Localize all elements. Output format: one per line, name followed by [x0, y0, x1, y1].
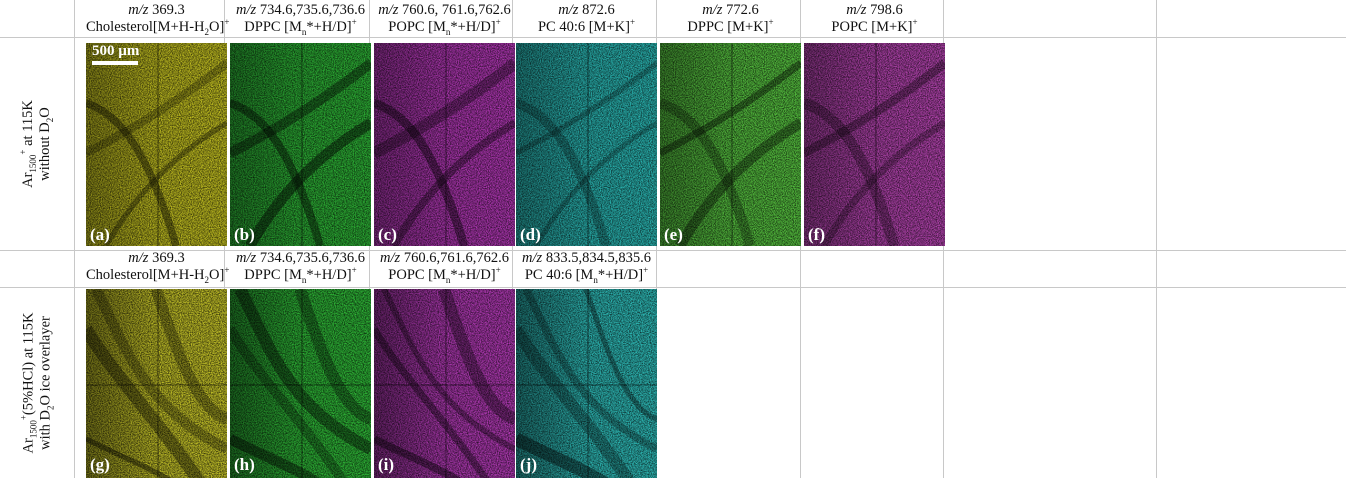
scale-bar: [92, 61, 138, 65]
species-label: DPPC [Mn*+H/D]+: [244, 265, 357, 285]
panel-letter: (g): [90, 455, 110, 474]
ar-text: Ar: [20, 172, 37, 188]
mz-value: 760.6,761.6,762.6: [400, 250, 509, 266]
ion-image: (h): [230, 289, 371, 478]
ion-image-svg: [374, 289, 515, 478]
panel-e: m/z 772.6 DPPC [M+K]+: [660, 2, 801, 36]
panel-letter: (h): [234, 455, 255, 474]
panel-header: m/z 833.5,834.5,835.6 PC 40:6 [Mn*+H/D]+: [516, 250, 657, 284]
ion-image-svg: [86, 43, 227, 246]
panel-letter: (a): [90, 225, 110, 244]
ion-image-svg: [230, 289, 371, 478]
panel-i: m/z 760.6,761.6,762.6 POPC [Mn*+H/D]+: [374, 250, 515, 284]
species-label: DPPC [M+K]+: [687, 17, 774, 35]
ion-image: (i): [374, 289, 515, 478]
panel-letter: (f): [808, 225, 825, 244]
mz-value: 772.6: [722, 2, 759, 18]
panel-c: m/z 760.6, 761.6,762.6 POPC [Mn*+H/D]+: [374, 2, 515, 36]
mz-value: 734.6,735.6,736.6: [256, 250, 365, 266]
species-label: Cholesterol[M+H-H2O]+: [86, 17, 230, 37]
ion-image: (g): [86, 289, 227, 478]
species-label: POPC [Mn*+H/D]+: [388, 17, 501, 37]
col-divider: [74, 0, 75, 478]
ion-image: (f): [804, 43, 945, 248]
mz-value: 872.6: [578, 2, 615, 18]
mz-label: m/z: [236, 250, 257, 266]
species-label: POPC [Mn*+H/D]+: [388, 265, 501, 285]
scale-bar-label: 500 µm: [92, 43, 140, 59]
ion-image: (c): [374, 43, 515, 248]
mz-value: 369.3: [148, 250, 185, 266]
species-label: Cholesterol[M+H-H2O]+: [86, 265, 230, 285]
ion-image: (a) 500 µm: [86, 43, 227, 248]
ion-image-svg: [230, 43, 371, 246]
row-divider: [0, 37, 1346, 38]
panel-header: m/z 369.3 Cholesterol[M+H-H2O]+: [86, 2, 230, 37]
mz-label: m/z: [128, 250, 149, 266]
ion-image-svg: [804, 43, 945, 246]
mz-label: m/z: [380, 250, 401, 266]
ion-image: (j): [516, 289, 657, 478]
mz-label: m/z: [378, 2, 399, 18]
panel-header: m/z 772.6 DPPC [M+K]+: [660, 2, 801, 36]
mz-value: 369.3: [148, 2, 185, 18]
mz-value: 833.5,834.5,835.6: [542, 250, 651, 266]
panel-b: m/z 734.6,735.6,736.6 DPPC [Mn*+H/D]+: [230, 2, 371, 36]
row-divider: [0, 287, 1346, 288]
ion-image: (b): [230, 43, 371, 248]
panel-letter: (i): [378, 455, 395, 474]
ion-image-svg: [516, 289, 657, 478]
mz-label: m/z: [846, 2, 867, 18]
panel-header: m/z 760.6,761.6,762.6 POPC [Mn*+H/D]+: [374, 250, 515, 284]
panel-header: m/z 798.6 POPC [M+K]+: [804, 2, 945, 36]
panel-j: m/z 833.5,834.5,835.6 PC 40:6 [Mn*+H/D]+: [516, 250, 657, 284]
panel-f: m/z 798.6 POPC [M+K]+: [804, 2, 945, 36]
panel-g: m/z 369.3 Cholesterol[M+H-H2O]+: [86, 250, 230, 285]
row-label-2: Ar1500+(5%HCl) at 115K with D2O ice over…: [18, 312, 55, 453]
col-divider: [1156, 0, 1157, 478]
species-label: DPPC [Mn*+H/D]+: [244, 17, 357, 37]
panel-header: m/z 760.6, 761.6,762.6 POPC [Mn*+H/D]+: [374, 2, 515, 36]
ion-image: (e): [660, 43, 801, 248]
ion-image-svg: [660, 43, 801, 246]
panel-header: m/z 734.6,735.6,736.6 DPPC [Mn*+H/D]+: [230, 2, 371, 36]
mz-label: m/z: [522, 250, 543, 266]
panel-d: m/z 872.6 PC 40:6 [M+K]+: [516, 2, 657, 36]
panel-header: m/z 369.3 Cholesterol[M+H-H2O]+: [86, 250, 230, 285]
ion-image-svg: [374, 43, 515, 246]
panel-a: m/z 369.3 Cholesterol[M+H-H2O]+: [86, 2, 230, 37]
mz-label: m/z: [236, 2, 257, 18]
panel-letter: (c): [378, 225, 397, 244]
panel-letter: (d): [520, 225, 541, 244]
species-label: PC 40:6 [M+K]+: [537, 17, 636, 35]
mz-label: m/z: [128, 2, 149, 18]
panel-header: m/z 734.6,735.6,736.6 DPPC [Mn*+H/D]+: [230, 250, 371, 284]
panel-letter: (b): [234, 225, 255, 244]
row-label-1: Ar1500+ at 115K without D2O: [18, 99, 55, 188]
panel-letter: (e): [664, 225, 683, 244]
ion-image-svg: [516, 43, 657, 246]
panel-h: m/z 734.6,735.6,736.6 DPPC [Mn*+H/D]+: [230, 250, 371, 284]
mz-value: 734.6,735.6,736.6: [256, 2, 365, 18]
mz-value: 798.6: [866, 2, 903, 18]
mz-label: m/z: [558, 2, 579, 18]
panel-header: m/z 872.6 PC 40:6 [M+K]+: [516, 2, 657, 36]
species-label: POPC [M+K]+: [831, 17, 918, 35]
species-label: PC 40:6 [Mn*+H/D]+: [524, 265, 649, 285]
row-divider: [0, 250, 1346, 251]
ion-image-svg: [86, 289, 227, 478]
mz-label: m/z: [702, 2, 723, 18]
panel-letter: (j): [520, 455, 537, 474]
ion-image: (d): [516, 43, 657, 248]
mz-value: 760.6, 761.6,762.6: [398, 2, 511, 18]
